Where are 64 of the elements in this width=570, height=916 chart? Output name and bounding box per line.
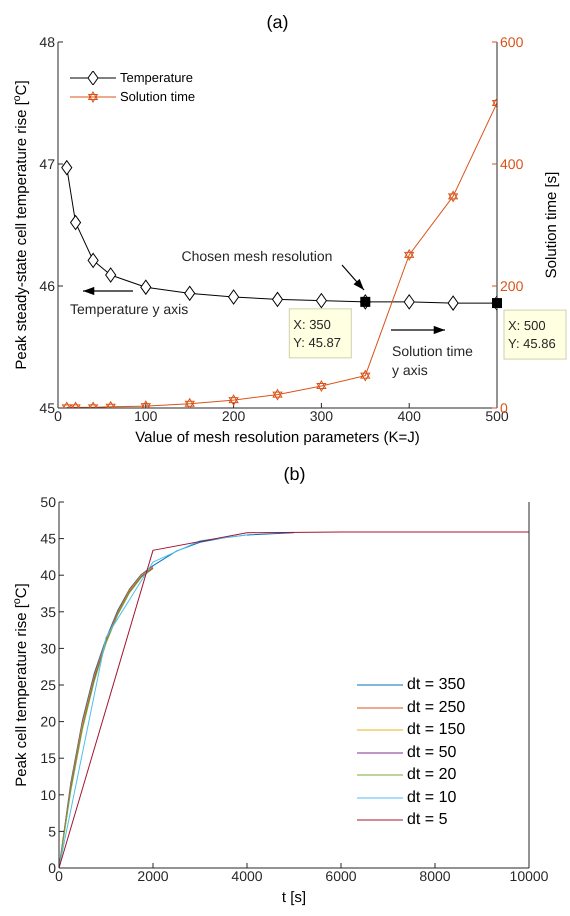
point <box>272 292 283 307</box>
point <box>448 190 458 202</box>
y-tick-label: 50 <box>40 494 56 510</box>
legend-label: dt = 5 <box>407 810 448 830</box>
x-tick-label: 10000 <box>510 868 549 884</box>
point <box>88 252 99 268</box>
y2-axis-title: Solution time [s] <box>543 172 560 278</box>
point <box>61 160 72 176</box>
y2-tick-label: 200 <box>500 278 524 294</box>
y-tick-label: 47 <box>39 156 56 172</box>
x-tick-label: 400 <box>398 408 422 424</box>
annotation: X: 350 Y: 45.87 <box>293 316 342 350</box>
point <box>184 398 195 408</box>
x-tick-label: 4000 <box>231 868 263 884</box>
y-tick-label: 40 <box>40 567 56 584</box>
y-tick-label: 5 <box>48 823 56 840</box>
point <box>316 293 327 308</box>
point <box>140 280 152 295</box>
x-tick-label: 8000 <box>419 868 451 884</box>
point <box>404 294 415 310</box>
y-tick-label: 35 <box>40 604 56 620</box>
x-tick-label: 6000 <box>325 868 357 884</box>
y-tick-label: 30 <box>40 640 56 656</box>
x-tick-label: 100 <box>134 408 158 424</box>
annotation: Chosen mesh resolution <box>182 248 332 264</box>
x-axis-title: t [s] <box>282 889 306 906</box>
y-tick-label: 15 <box>40 750 56 766</box>
legend-label: dt = 10 <box>407 788 456 808</box>
annotation: Solution time y axis <box>392 343 474 378</box>
legend-label: dt = 350 <box>407 675 466 695</box>
point <box>184 286 196 301</box>
point <box>228 289 240 304</box>
y-tick-label: 45 <box>40 530 56 547</box>
y-tick-label: 48 <box>39 34 56 50</box>
annotation: Temperature y axis <box>70 301 188 317</box>
point <box>70 215 82 230</box>
point <box>228 394 238 406</box>
x-tick-label: 2000 <box>137 868 169 884</box>
y2-tick-label: 600 <box>500 34 524 50</box>
legend-label: Temperature <box>120 69 193 87</box>
y-tick-label: 45 <box>39 400 56 416</box>
y-tick-label: 46 <box>39 278 56 294</box>
legend-label: dt = 150 <box>407 720 466 740</box>
y2-tick-label: 400 <box>500 156 524 172</box>
point <box>105 268 116 283</box>
y-tick-label: 25 <box>40 676 56 693</box>
point <box>404 249 414 260</box>
legend-label: dt = 250 <box>407 698 466 718</box>
legend-label: Solution time <box>120 88 196 106</box>
point <box>272 389 282 400</box>
legend-label: dt = 20 <box>407 765 456 785</box>
x-tick-label: 200 <box>222 408 246 424</box>
point <box>448 296 459 311</box>
annotation: X: 500 Y: 45.86 <box>508 318 556 352</box>
legend-label: dt = 50 <box>407 742 456 762</box>
point <box>316 380 326 392</box>
point <box>360 294 371 310</box>
y-tick-label: 10 <box>40 786 56 803</box>
point <box>360 370 370 382</box>
x-axis-title: Value of mesh resolution parameters (K=J) <box>135 429 420 446</box>
x-tick-label: 300 <box>310 408 334 424</box>
chart-title: (a) <box>266 12 288 32</box>
y-tick-label: 20 <box>40 714 56 730</box>
chart-title: (b) <box>284 464 306 484</box>
